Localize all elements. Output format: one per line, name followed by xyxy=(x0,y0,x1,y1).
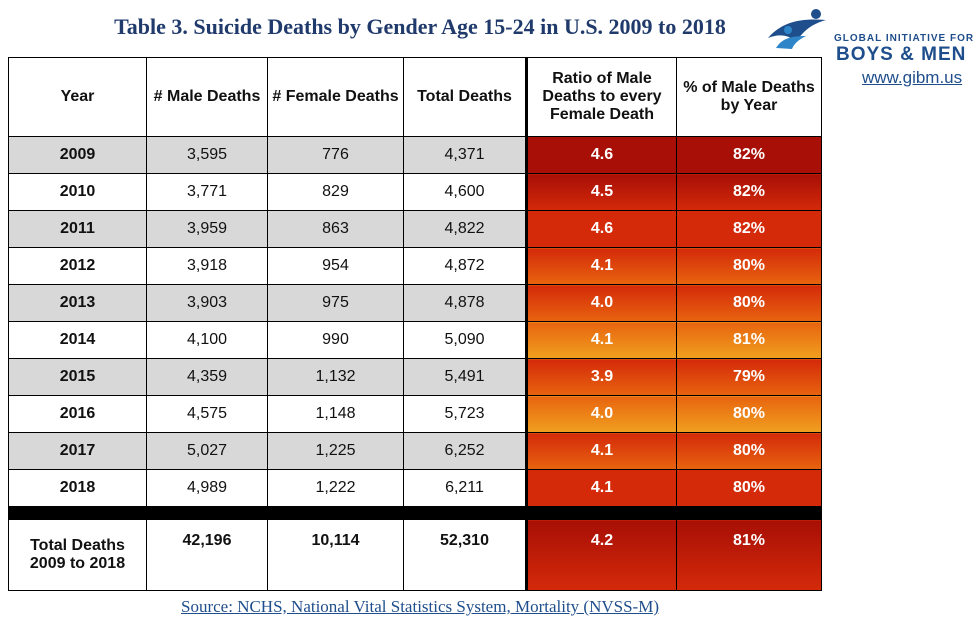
people-figures-icon xyxy=(768,9,826,49)
female-deaths-cell: 1,132 xyxy=(267,358,404,396)
total-deaths-cell: 6,211 xyxy=(403,469,527,507)
female-deaths-cell: 829 xyxy=(267,173,404,211)
header-male-pct: % of Male Deaths by Year xyxy=(676,57,822,137)
total-ratio-cell: 4.2 xyxy=(525,519,677,591)
male-deaths-cell: 3,918 xyxy=(146,247,268,285)
ratio-cell: 4.0 xyxy=(525,395,677,433)
header-ratio: Ratio of Male Deaths to every Female Dea… xyxy=(525,57,677,137)
separator-cell xyxy=(267,506,404,520)
table-row: 2016 4,575 1,148 5,723 4.0 80% xyxy=(8,395,822,433)
female-deaths-cell: 863 xyxy=(267,210,404,248)
ratio-cell: 4.1 xyxy=(525,432,677,470)
year-cell: 2015 xyxy=(8,358,147,396)
page-title: Table 3. Suicide Deaths by Gender Age 15… xyxy=(114,14,726,39)
logo-url-link[interactable]: www.gibm.us xyxy=(862,68,963,87)
total-deaths-cell: 4,600 xyxy=(403,173,527,211)
table-row: 2014 4,100 990 5,090 4.1 81% xyxy=(8,321,822,359)
total-total-cell: 52,310 xyxy=(403,519,527,591)
male-pct-cell: 80% xyxy=(676,284,822,322)
table-row: 2011 3,959 863 4,822 4.6 82% xyxy=(8,210,822,248)
gibm-logo[interactable]: GLOBAL INITIATIVE FOR BOYS & MEN www.gib… xyxy=(766,8,976,88)
male-deaths-cell: 4,359 xyxy=(146,358,268,396)
table-row: 2012 3,918 954 4,872 4.1 80% xyxy=(8,247,822,285)
female-deaths-cell: 1,148 xyxy=(267,395,404,433)
total-deaths-cell: 5,723 xyxy=(403,395,527,433)
male-pct-cell: 80% xyxy=(676,395,822,433)
male-pct-cell: 81% xyxy=(676,321,822,359)
header-female-deaths: # Female Deaths xyxy=(267,57,404,137)
male-pct-cell: 80% xyxy=(676,247,822,285)
female-deaths-cell: 1,225 xyxy=(267,432,404,470)
male-deaths-cell: 3,595 xyxy=(146,136,268,174)
year-cell: 2010 xyxy=(8,173,147,211)
ratio-cell: 4.1 xyxy=(525,247,677,285)
year-cell: 2016 xyxy=(8,395,147,433)
table-row: 2015 4,359 1,132 5,491 3.9 79% xyxy=(8,358,822,396)
year-cell: 2018 xyxy=(8,469,147,507)
male-pct-cell: 82% xyxy=(676,136,822,174)
male-pct-cell: 82% xyxy=(676,173,822,211)
separator-row xyxy=(8,506,822,520)
header-total-deaths: Total Deaths xyxy=(403,57,527,137)
male-pct-cell: 80% xyxy=(676,469,822,507)
table-row: 2018 4,989 1,222 6,211 4.1 80% xyxy=(8,469,822,507)
logo-name: BOYS & MEN xyxy=(836,44,967,65)
table-row: 2009 3,595 776 4,371 4.6 82% xyxy=(8,136,822,174)
total-female-cell: 10,114 xyxy=(267,519,404,591)
header-male-deaths: # Male Deaths xyxy=(146,57,268,137)
female-deaths-cell: 776 xyxy=(267,136,404,174)
total-deaths-cell: 4,872 xyxy=(403,247,527,285)
year-cell: 2014 xyxy=(8,321,147,359)
female-deaths-cell: 975 xyxy=(267,284,404,322)
source-citation[interactable]: Source: NCHS, National Vital Statistics … xyxy=(181,597,659,616)
male-pct-cell: 79% xyxy=(676,358,822,396)
total-deaths-cell: 5,491 xyxy=(403,358,527,396)
header-row: Year # Male Deaths # Female Deaths Total… xyxy=(8,57,822,137)
female-deaths-cell: 1,222 xyxy=(267,469,404,507)
total-row: Total Deaths 2009 to 2018 42,196 10,114 52,… xyxy=(8,519,822,591)
total-deaths-cell: 5,090 xyxy=(403,321,527,359)
ratio-cell: 4.0 xyxy=(525,284,677,322)
female-deaths-cell: 954 xyxy=(267,247,404,285)
male-deaths-cell: 3,959 xyxy=(146,210,268,248)
male-deaths-cell: 5,027 xyxy=(146,432,268,470)
logo-tagline: GLOBAL INITIATIVE FOR xyxy=(834,33,975,44)
male-pct-cell: 80% xyxy=(676,432,822,470)
year-cell: 2011 xyxy=(8,210,147,248)
male-pct-cell: 82% xyxy=(676,210,822,248)
ratio-cell: 4.1 xyxy=(525,469,677,507)
separator-cell xyxy=(8,506,147,520)
separator-cell xyxy=(146,506,268,520)
female-deaths-cell: 990 xyxy=(267,321,404,359)
year-cell: 2009 xyxy=(8,136,147,174)
male-deaths-cell: 3,771 xyxy=(146,173,268,211)
table-row: 2010 3,771 829 4,600 4.5 82% xyxy=(8,173,822,211)
header-year: Year xyxy=(8,57,147,137)
ratio-cell: 4.6 xyxy=(525,136,677,174)
table-row: 2013 3,903 975 4,878 4.0 80% xyxy=(8,284,822,322)
year-cell: 2013 xyxy=(8,284,147,322)
separator-cell xyxy=(403,506,527,520)
total-deaths-cell: 4,822 xyxy=(403,210,527,248)
male-deaths-cell: 4,575 xyxy=(146,395,268,433)
ratio-cell: 4.6 xyxy=(525,210,677,248)
separator-cell xyxy=(525,506,677,520)
total-deaths-cell: 4,371 xyxy=(403,136,527,174)
ratio-cell: 4.1 xyxy=(525,321,677,359)
year-cell: 2017 xyxy=(8,432,147,470)
male-deaths-cell: 4,100 xyxy=(146,321,268,359)
total-label-cell: Total Deaths 2009 to 2018 xyxy=(8,519,147,591)
separator-cell xyxy=(676,506,822,520)
total-male-cell: 42,196 xyxy=(146,519,268,591)
table-row: 2017 5,027 1,225 6,252 4.1 80% xyxy=(8,432,822,470)
ratio-cell: 3.9 xyxy=(525,358,677,396)
male-deaths-cell: 4,989 xyxy=(146,469,268,507)
suicide-deaths-table: Year # Male Deaths # Female Deaths Total… xyxy=(8,57,822,591)
total-deaths-cell: 6,252 xyxy=(403,432,527,470)
ratio-cell: 4.5 xyxy=(525,173,677,211)
male-deaths-cell: 3,903 xyxy=(146,284,268,322)
year-cell: 2012 xyxy=(8,247,147,285)
total-deaths-cell: 4,878 xyxy=(403,284,527,322)
total-pct-cell: 81% xyxy=(676,519,822,591)
